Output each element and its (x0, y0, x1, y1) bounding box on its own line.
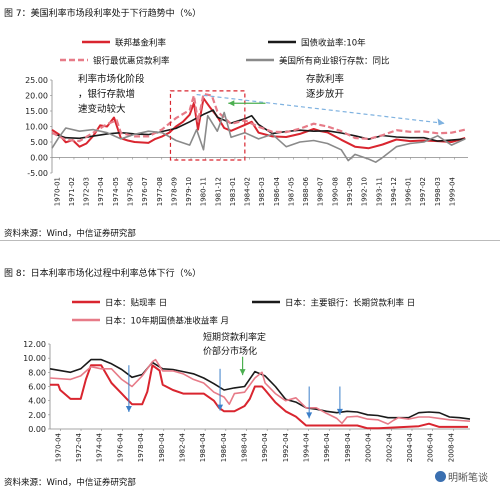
x-tick-label: 1998-03 (434, 177, 442, 206)
series-line-4 (51, 111, 466, 163)
legend-label: 日本：贴现率 日 (105, 298, 167, 309)
y-tick-label: 10.00 (25, 123, 48, 132)
series-line-1 (50, 364, 468, 430)
x-tick-label: 1994-12 (390, 177, 398, 206)
x-tick-label: 1982-04 (178, 432, 186, 462)
highlight-arrowhead (125, 406, 132, 412)
x-tick-label: 1978-09 (170, 177, 178, 206)
x-tick-label: 1971-02 (68, 177, 76, 206)
x-tick-label: 1988-06 (302, 176, 310, 206)
highlight-box (169, 90, 246, 161)
y-tick-label: 20.00 (25, 92, 48, 101)
x-tick-label: 1974-04 (96, 432, 104, 462)
legend-label: 日本：10年期国债基准收益率 月 (105, 316, 229, 327)
x-tick-label: 1973-04 (97, 176, 105, 206)
annotation-short-loan: 短期贷款利率定 (203, 331, 266, 343)
highlight-arrowhead (306, 412, 313, 419)
x-tick-label: 2006-04 (427, 432, 435, 462)
x-tick-label: 1991-09 (346, 177, 354, 206)
annotation-deposit-rate: 逐步放开 (306, 88, 345, 100)
x-tick-label: 2004-04 (406, 432, 414, 462)
figure2-chart: 12.00 10.00 8.00 6.00 4.00 2.00 0.00 1970-04 197… (23, 298, 471, 462)
legend-label: 日本：主要银行：长期贷款利率 日 (285, 298, 415, 309)
y-tick-label: -5.00 (27, 169, 48, 178)
x-tick-label: 1980-04 (158, 432, 166, 462)
y-tick-label: 2.00 (28, 411, 46, 420)
trend-arrowhead (437, 118, 445, 126)
figure2-source: 资料来源：Wind，中信证券研究部 (4, 478, 136, 488)
x-tick-label: 2000-04 (365, 432, 373, 462)
x-tick-label: 1976-04 (116, 432, 124, 462)
annotation-market-phase: 利率市场化阶段 (78, 73, 145, 85)
x-tick-label: 1990-04 (261, 432, 269, 462)
x-tick-label: 1978-04 (137, 432, 145, 462)
y-tick-label: 25.00 (25, 76, 48, 85)
x-tick-label: 1974-05 (112, 177, 120, 206)
x-tick-label: 2002-04 (385, 432, 393, 462)
x-tick-label: 1984-02 (244, 177, 252, 206)
x-tick-label: 1988-04 (241, 432, 249, 462)
highlight-arrowhead (336, 408, 343, 415)
y-tick-label: 0.00 (28, 425, 46, 434)
figure1-caption: 图 7：美国利率市场段利率处于下行趋势中（%） (4, 9, 202, 19)
x-tick-label: 1977-08 (156, 177, 164, 206)
x-tick-label: 1999-04 (448, 176, 456, 206)
series-line-3 (49, 358, 471, 425)
divider (0, 240, 500, 241)
x-tick-label: 1996-01 (405, 177, 413, 206)
series-line-2 (49, 358, 471, 420)
x-tick-label: 1976-07 (141, 177, 149, 206)
x-tick-label: 1970-04 (54, 432, 62, 462)
x-tick-label: 1992-04 (282, 432, 290, 462)
annotation-arrowhead (239, 369, 246, 376)
x-tick-label: 1980-11 (200, 177, 208, 206)
highlight-arrowhead (217, 404, 224, 411)
x-tick-label: 1972-03 (83, 177, 91, 206)
y-tick-label: 12.00 (23, 340, 46, 349)
x-tick-label: 1992-10 (361, 177, 369, 206)
watermark-text: 明晰笔谈 (448, 473, 488, 484)
figure1-source: 资料来源：Wind，中信证券研究部 (4, 229, 136, 239)
x-tick-label: 1998-04 (344, 432, 352, 462)
legend-label: 联邦基金利率 (115, 38, 167, 49)
x-tick-label: 1996-04 (323, 432, 331, 462)
x-tick-label: 1985-03 (258, 177, 266, 206)
x-tick-label: 2008-04 (447, 432, 455, 462)
y-tick-label: 5.00 (30, 138, 48, 147)
watermark: 明晰笔谈 (431, 468, 492, 485)
x-tick-label: 1990-08 (331, 177, 339, 206)
x-tick-label: 1984-04 (199, 432, 207, 462)
figure2-caption: 图 8：日本利率市场化过程中利率总体下行（%） (4, 269, 202, 279)
legend-label: 国债收益率:10年 (301, 38, 366, 49)
x-tick-label: 1986-04 (273, 176, 281, 206)
y-tick-label: 10.00 (23, 354, 46, 363)
x-tick-label: 1987-05 (287, 177, 295, 206)
series-line-2 (51, 109, 466, 142)
x-tick-label: 1981-12 (214, 177, 222, 206)
x-tick-label: 1975-06 (126, 176, 134, 206)
y-tick-label: 8.00 (28, 368, 46, 377)
x-tick-label: 1983-01 (229, 177, 237, 206)
x-tick-label: 1997-02 (419, 177, 427, 206)
x-tick-label: 1979-10 (185, 177, 193, 206)
figure1-chart: 25.00 20.00 15.00 10.00 5.00 0.00 -5.00 1970-01… (25, 38, 468, 206)
x-tick-label: 1989-07 (317, 177, 325, 206)
legend-label: 银行最优惠贷款利率 (93, 56, 170, 67)
y-tick-label: 6.00 (28, 383, 46, 392)
deposit-arrowhead (228, 100, 235, 107)
x-tick-label: 1994-04 (303, 432, 311, 462)
legend-label: 美国所有商业银行存款：同比 (279, 56, 390, 67)
x-tick-label: 1970-01 (53, 177, 61, 206)
x-tick-label: 1993-11 (375, 177, 383, 206)
y-tick-label: 15.00 (25, 107, 48, 116)
annotation-market-phase: 速变动较大 (78, 103, 126, 115)
x-tick-label: 1972-04 (75, 432, 83, 462)
y-tick-label: 0.00 (30, 154, 48, 163)
logo-icon (435, 471, 446, 482)
annotation-market-phase: ，银行存款增 (78, 88, 135, 100)
y-tick-label: 4.00 (28, 397, 46, 406)
x-tick-label: 1986-04 (220, 432, 228, 462)
annotation-short-loan: 价部分市场化 (203, 345, 257, 357)
annotation-deposit-rate: 存款利率 (306, 73, 345, 85)
